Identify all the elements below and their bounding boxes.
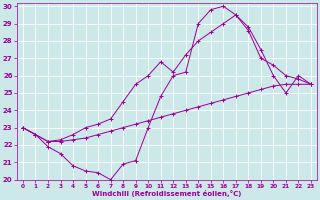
- X-axis label: Windchill (Refroidissement éolien,°C): Windchill (Refroidissement éolien,°C): [92, 190, 242, 197]
